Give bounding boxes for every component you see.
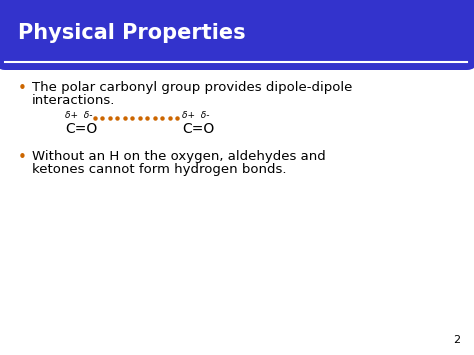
Text: Physical Properties: Physical Properties	[18, 23, 246, 43]
Text: C=O: C=O	[65, 122, 97, 136]
Text: •: •	[18, 81, 27, 96]
Text: δ+  δ-: δ+ δ-	[65, 111, 92, 120]
FancyBboxPatch shape	[0, 0, 474, 70]
Text: 2: 2	[453, 335, 460, 345]
Text: interactions.: interactions.	[32, 94, 115, 107]
Text: •: •	[18, 150, 27, 165]
Text: C=O: C=O	[182, 122, 214, 136]
Text: Without an H on the oxygen, aldehydes and: Without an H on the oxygen, aldehydes an…	[32, 150, 326, 163]
Text: ketones cannot form hydrogen bonds.: ketones cannot form hydrogen bonds.	[32, 163, 286, 176]
Text: The polar carbonyl group provides dipole-dipole: The polar carbonyl group provides dipole…	[32, 81, 352, 94]
Bar	[5, 40, 467, 60]
Text: δ+  δ-: δ+ δ-	[182, 111, 210, 120]
